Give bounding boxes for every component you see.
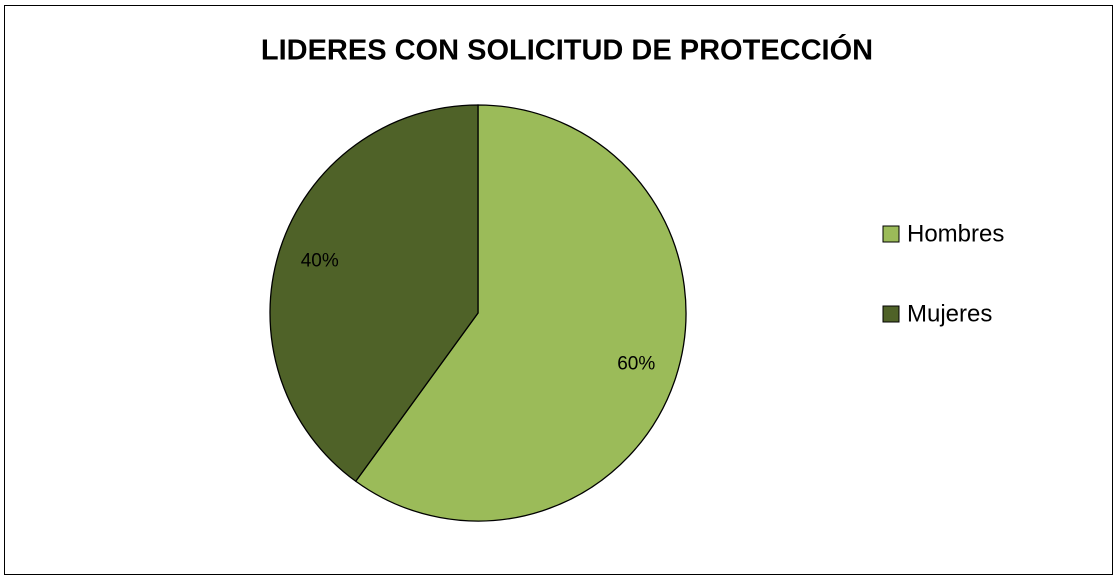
pie-slice — [354, 104, 687, 522]
legend-swatch — [882, 225, 900, 243]
legend-swatch — [882, 305, 900, 323]
chart-title: LIDERES CON SOLICITUD DE PROTECCIÓN — [261, 33, 873, 67]
pie-slice — [269, 104, 479, 483]
legend-label: Mujeres — [907, 300, 992, 327]
data-label: 60% — [617, 353, 655, 374]
legend-label: Hombres — [907, 220, 1004, 247]
data-label: 40% — [301, 251, 339, 272]
